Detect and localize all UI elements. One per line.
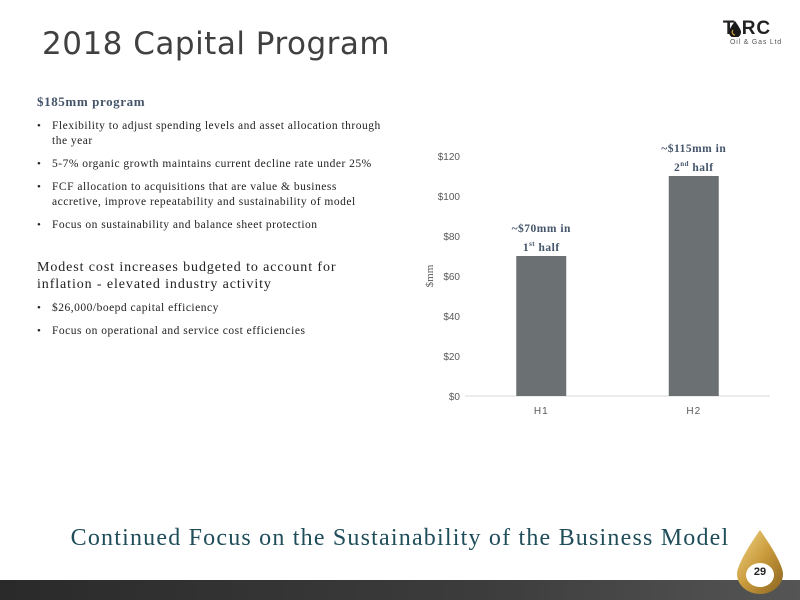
list-item: FCF allocation to acquisitions that are … — [37, 180, 387, 210]
page-number: 29 — [753, 566, 767, 578]
program-bullets: Flexibility to adjust spending levels an… — [37, 119, 387, 233]
list-item: Focus on sustainability and balance shee… — [37, 218, 387, 233]
cost-bullets: $26,000/boepd capital efficiency Focus o… — [37, 301, 387, 339]
annotation-line: 2nd half — [673, 160, 714, 174]
bar-h1 — [516, 256, 567, 396]
logo-wordmark: T RC — [722, 18, 772, 39]
annotation-line: ~$70mm in — [511, 223, 571, 235]
x-tick-label: H2 — [686, 406, 701, 417]
h1-annotation: ~$70mm in 1st half — [481, 222, 601, 256]
y-tick-label: $20 — [443, 352, 460, 363]
annotation-line: ~$115mm in — [661, 143, 727, 155]
program-heading: $185mm program — [37, 94, 146, 109]
bar-h2 — [668, 176, 719, 396]
oil-drop-icon — [737, 530, 783, 594]
capital-chart: $0 $20 $40 $60 $80 $100 $120 $mm H1 H2 ~$70mm in … — [400, 130, 780, 430]
list-item: 5-7% organic growth maintains current de… — [37, 157, 387, 172]
list-item: $26,000/boepd capital efficiency — [37, 301, 387, 316]
logo-subtitle: Oil & Gas Ltd — [729, 39, 782, 46]
company-logo: T RC Oil & Gas Ltd — [712, 18, 782, 52]
y-tick-label: $80 — [443, 232, 460, 243]
footer-tagline: Continued Focus on the Sustainability of… — [70, 525, 730, 551]
y-tick-label: $0 — [449, 392, 461, 403]
x-tick-label: H1 — [534, 406, 549, 417]
oil-drop-icon — [729, 21, 741, 37]
annotation-line: 1st half — [522, 240, 560, 254]
y-tick-label: $120 — [438, 152, 461, 163]
y-tick-label: $40 — [443, 312, 460, 323]
program-details: $185mm program Flexibility to adjust spe… — [37, 94, 387, 347]
list-item: Focus on operational and service cost ef… — [37, 324, 387, 339]
h2-annotation: ~$115mm in 2nd half — [634, 142, 754, 176]
cost-heading: Modest cost increases budgeted to accoun… — [37, 260, 337, 292]
chart-canvas: $0 $20 $40 $60 $80 $100 $120 $mm H1 H2 — [424, 152, 770, 417]
y-tick-label: $60 — [443, 272, 460, 283]
page-title: 2018 Capital Program — [42, 26, 391, 62]
footer-bar — [0, 580, 800, 600]
y-tick-label: $100 — [438, 192, 461, 203]
list-item: Flexibility to adjust spending levels an… — [37, 119, 387, 149]
y-axis-label: $mm — [424, 264, 436, 287]
